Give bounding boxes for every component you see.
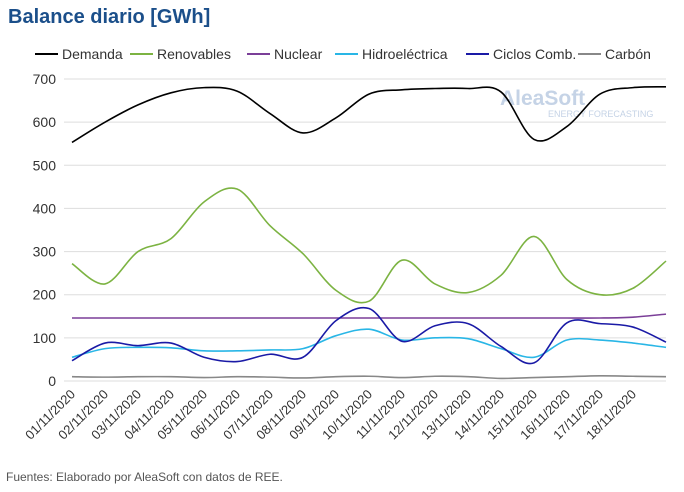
legend-label: Renovables bbox=[157, 46, 231, 62]
footnote: Fuentes: Elaborado por AleaSoft con dato… bbox=[6, 470, 283, 484]
chart-title: Balance diario [GWh] bbox=[8, 6, 210, 28]
series-line bbox=[71, 187, 667, 304]
series-line bbox=[72, 313, 667, 319]
y-tick-label: 400 bbox=[33, 200, 57, 216]
legend-label: Hidroeléctrica bbox=[362, 46, 448, 62]
y-tick-label: 500 bbox=[33, 157, 57, 173]
watermark-brand: AleaSoft bbox=[500, 87, 585, 110]
series-line bbox=[71, 85, 667, 144]
series-line bbox=[71, 306, 667, 365]
y-tick-label: 100 bbox=[33, 330, 57, 346]
legend-label: Carbón bbox=[605, 46, 651, 62]
y-tick-label: 200 bbox=[33, 287, 57, 303]
y-tick-label: 600 bbox=[33, 114, 57, 130]
watermark-tagline: ENERGY FORECASTING bbox=[548, 109, 653, 119]
series-line bbox=[71, 375, 667, 380]
y-tick-label: 700 bbox=[33, 71, 57, 87]
legend-label: Ciclos Comb. bbox=[493, 46, 576, 62]
y-tick-label: 300 bbox=[33, 244, 57, 260]
legend-label: Demanda bbox=[62, 46, 123, 62]
series-line bbox=[71, 328, 667, 359]
legend-label: Nuclear bbox=[274, 46, 323, 62]
y-tick-label: 0 bbox=[48, 373, 56, 389]
